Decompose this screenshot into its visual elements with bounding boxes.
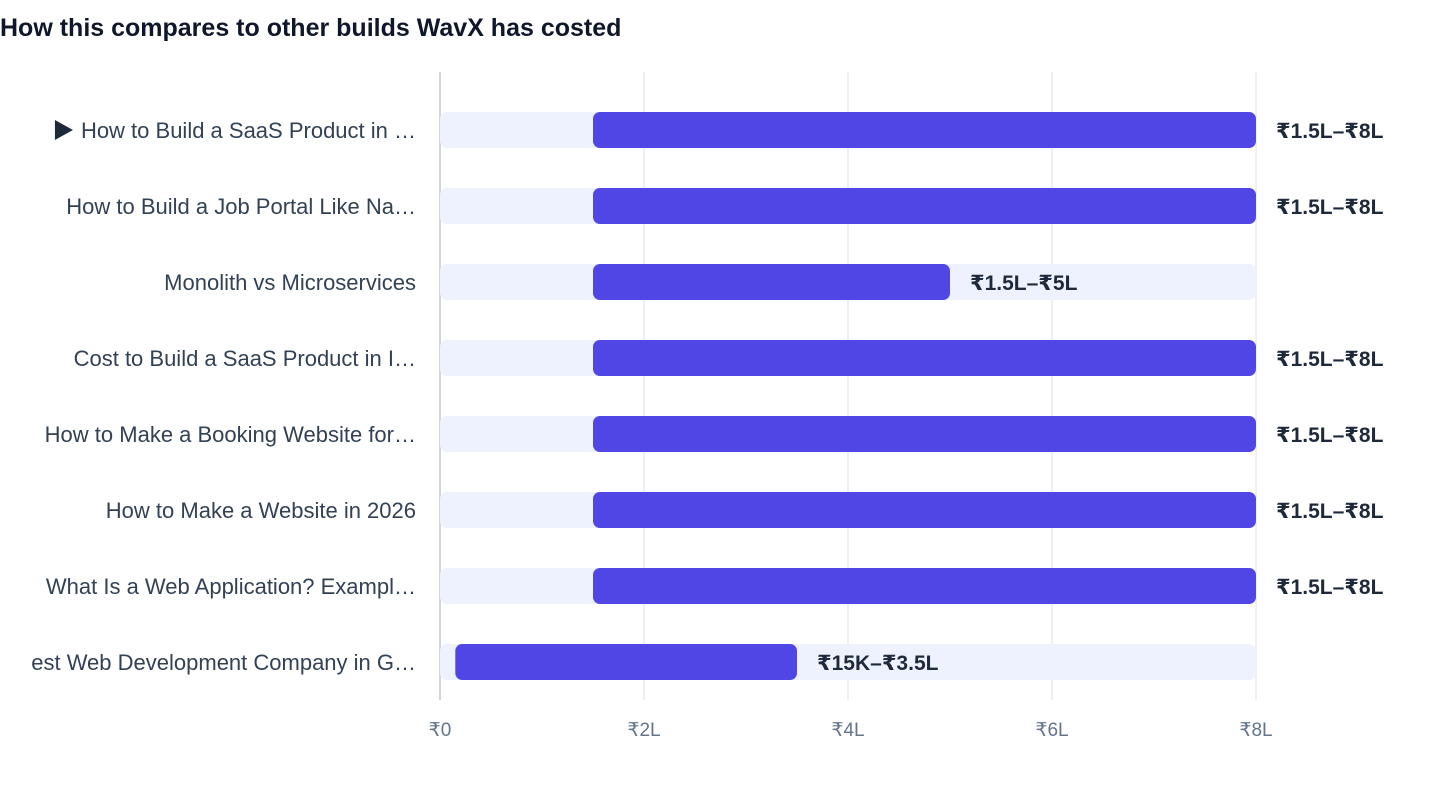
x-tick-label: ₹2L [627, 720, 660, 741]
gridlines [439, 72, 1257, 700]
category-label[interactable]: Monolith vs Microservices [164, 270, 416, 295]
category-label[interactable]: How to Build a Job Portal Like Na… [66, 194, 416, 219]
category-label[interactable]: est Web Development Company in G… [31, 650, 416, 675]
category-label[interactable]: Cost to Build a SaaS Product in I… [74, 346, 416, 371]
range-value-label: ₹1.5L–₹8L [1276, 500, 1384, 523]
range-bar[interactable] [593, 264, 950, 300]
category-label[interactable]: What Is a Web Application? Exampl… [46, 574, 416, 599]
range-bar[interactable] [593, 568, 1256, 604]
category-label[interactable]: How to Make a Booking Website for… [45, 422, 416, 447]
range-value-label: ₹1.5L–₹5L [970, 272, 1078, 295]
range-value-label: ₹1.5L–₹8L [1276, 120, 1384, 143]
x-axis-ticks: ₹0 ₹2L ₹4L ₹6L ₹8L [429, 720, 1273, 741]
range-labels: ₹1.5L–₹8L ₹1.5L–₹8L ₹1.5L–₹5L ₹1.5L–₹8L ₹1.5… [817, 120, 1384, 675]
category-label[interactable]: How to Make a Website in 2026 [106, 498, 416, 523]
range-bar[interactable] [455, 644, 797, 680]
chart-title: How this compares to other builds WavX h… [0, 14, 622, 42]
x-tick-label: ₹6L [1035, 720, 1068, 741]
x-tick-label: ₹8L [1239, 720, 1272, 741]
range-value-label: ₹1.5L–₹8L [1276, 576, 1384, 599]
range-bar[interactable] [593, 416, 1256, 452]
row-labels: How to Build a SaaS Product in … How to B… [31, 118, 416, 675]
range-value-label: ₹1.5L–₹8L [1276, 348, 1384, 371]
range-bar[interactable] [593, 188, 1256, 224]
range-bar[interactable] [593, 492, 1256, 528]
bars [455, 112, 1256, 680]
range-bar[interactable] [593, 340, 1256, 376]
current-marker-icon [54, 120, 73, 140]
x-tick-label: ₹4L [831, 720, 864, 741]
range-bar[interactable] [593, 112, 1256, 148]
range-value-label: ₹1.5L–₹8L [1276, 424, 1384, 447]
range-value-label: ₹1.5L–₹8L [1276, 196, 1384, 219]
range-value-label: ₹15K–₹3.5L [817, 652, 939, 675]
category-label[interactable]: How to Build a SaaS Product in … [81, 118, 416, 143]
x-tick-label: ₹0 [429, 720, 452, 741]
